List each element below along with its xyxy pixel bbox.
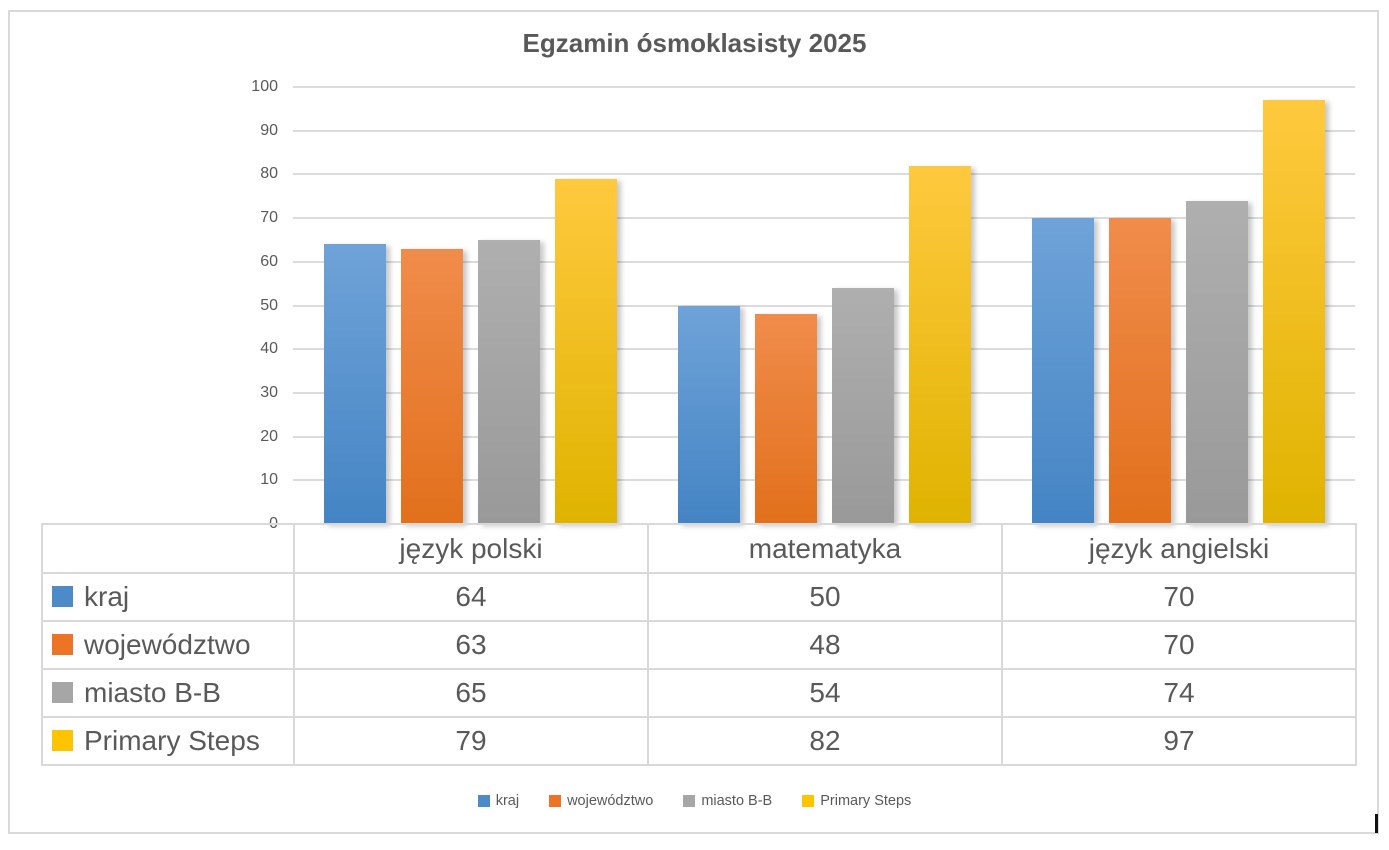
y-tick-label-30: 30 — [260, 383, 278, 401]
series-name: województwo — [84, 629, 251, 660]
bar-kraj-matematyka — [678, 305, 740, 524]
y-tick-label-60: 60 — [260, 252, 278, 270]
legend-swatch-icon-wojewodztwo — [549, 795, 562, 807]
gridline-10 — [293, 479, 1355, 482]
table-header-row: język polski matematyka język angielski — [41, 523, 1357, 574]
series-swatch-icon-kraj — [52, 586, 73, 607]
y-tick-label-80: 80 — [260, 165, 278, 183]
bar-primary-steps-jezyk-polski — [555, 178, 617, 524]
value-miasto-b-b-jezyk-angielski: 74 — [1001, 668, 1357, 718]
row-label-kraj: kraj — [41, 572, 295, 622]
bar-wojewodztwo-matematyka — [755, 314, 817, 524]
bar-primary-steps-jezyk-angielski — [1263, 100, 1325, 524]
series-swatch-icon-miasto-b-b — [52, 682, 73, 703]
row-label-miasto-b-b: miasto B-B — [41, 668, 295, 718]
value-miasto-b-b-matematyka: 54 — [647, 668, 1003, 718]
bar-wojewodztwo-jezyk-polski — [401, 248, 463, 524]
table-row-primary-steps: Primary Steps 79 82 97 — [41, 716, 1357, 766]
cursor-artifact-line — [1375, 814, 1378, 833]
value-primary-steps-jezyk-polski: 79 — [293, 716, 649, 766]
y-tick-label-90: 90 — [260, 121, 278, 139]
y-tick-label-40: 40 — [260, 340, 278, 358]
bar-kraj-jezyk-polski — [324, 244, 386, 524]
legend-label: Primary Steps — [820, 793, 912, 809]
legend-swatch-icon-miasto-b-b — [683, 795, 696, 807]
value-kraj-matematyka: 50 — [647, 572, 1003, 622]
row-label-wojewodztwo: województwo — [41, 620, 295, 670]
bar-miasto-b-b-jezyk-angielski — [1186, 200, 1248, 524]
plot-area — [293, 86, 1355, 524]
series-name: Primary Steps — [84, 725, 260, 756]
gridline-70 — [293, 217, 1355, 220]
y-tick-label-10: 10 — [260, 471, 278, 489]
value-primary-steps-jezyk-angielski: 97 — [1001, 716, 1357, 766]
table-corner-cell — [41, 523, 295, 574]
bar-wojewodztwo-jezyk-angielski — [1109, 218, 1171, 524]
value-wojewodztwo-matematyka: 48 — [647, 620, 1003, 670]
series-swatch-icon-wojewodztwo — [52, 634, 73, 655]
gridline-40 — [293, 348, 1355, 351]
y-axis: 100 90 80 70 60 50 40 30 20 10 0 — [0, 78, 278, 532]
legend-item-wojewodztwo: województwo — [549, 793, 653, 809]
value-kraj-jezyk-polski: 64 — [293, 572, 649, 622]
category-header-jezyk-angielski: język angielski — [1001, 523, 1357, 574]
table-row-miasto-b-b: miasto B-B 65 54 74 — [41, 668, 1357, 718]
category-header-jezyk-polski: język polski — [293, 523, 649, 574]
legend-item-miasto-b-b: miasto B-B — [683, 793, 772, 809]
chart-legend: kraj województwo miasto B-B Primary Steps — [0, 793, 1389, 809]
value-kraj-jezyk-angielski: 70 — [1001, 572, 1357, 622]
legend-swatch-icon-primary-steps — [802, 795, 815, 807]
bar-miasto-b-b-matematyka — [832, 288, 894, 524]
series-name: kraj — [84, 581, 130, 612]
series-swatch-icon-primary-steps — [52, 730, 73, 751]
legend-item-primary-steps: Primary Steps — [802, 793, 911, 809]
category-header-matematyka: matematyka — [647, 523, 1003, 574]
gridline-80 — [293, 173, 1355, 176]
series-name: miasto B-B — [84, 677, 221, 708]
legend-label: miasto B-B — [701, 793, 773, 809]
legend-item-kraj: kraj — [477, 793, 520, 809]
gridline-100 — [293, 86, 1355, 88]
bar-miasto-b-b-jezyk-polski — [478, 239, 540, 524]
legend-label: kraj — [495, 793, 520, 809]
legend-label: województwo — [567, 793, 654, 809]
table-row-kraj: kraj 64 50 70 — [41, 572, 1357, 622]
chart-title: Egzamin ósmoklasisty 2025 — [522, 28, 867, 58]
gridline-60 — [293, 260, 1355, 263]
value-wojewodztwo-jezyk-angielski: 70 — [1001, 620, 1357, 670]
row-label-primary-steps: Primary Steps — [41, 716, 295, 766]
gridline-90 — [293, 129, 1355, 132]
value-wojewodztwo-jezyk-polski: 63 — [293, 620, 649, 670]
y-tick-label-70: 70 — [260, 209, 278, 227]
y-tick-label-50: 50 — [260, 296, 278, 314]
gridline-20 — [293, 435, 1355, 438]
table-row-wojewodztwo: województwo 63 48 70 — [41, 620, 1357, 670]
gridline-30 — [293, 391, 1355, 394]
value-primary-steps-matematyka: 82 — [647, 716, 1003, 766]
gridline-50 — [293, 304, 1355, 307]
data-table: język polski matematyka język angielski kra… — [41, 523, 1357, 766]
bar-kraj-jezyk-angielski — [1032, 218, 1094, 524]
bar-primary-steps-matematyka — [909, 165, 971, 524]
y-tick-label-20: 20 — [260, 427, 278, 445]
y-tick-label-100: 100 — [251, 78, 278, 95]
legend-swatch-icon-kraj — [477, 795, 490, 807]
value-miasto-b-b-jezyk-polski: 65 — [293, 668, 649, 718]
